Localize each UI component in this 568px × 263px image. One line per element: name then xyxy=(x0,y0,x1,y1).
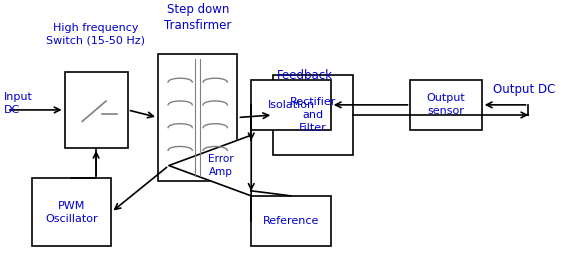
Text: Feedback: Feedback xyxy=(277,69,333,82)
FancyBboxPatch shape xyxy=(273,74,353,155)
FancyBboxPatch shape xyxy=(411,80,482,130)
Text: Reference: Reference xyxy=(263,216,319,226)
Text: Error: Error xyxy=(208,154,234,164)
FancyBboxPatch shape xyxy=(251,196,331,246)
Text: Step down
Transfirmer: Step down Transfirmer xyxy=(164,3,232,32)
Text: Amp: Amp xyxy=(209,167,233,177)
Polygon shape xyxy=(169,135,251,196)
Text: High frequency
Switch (15-50 Hz): High frequency Switch (15-50 Hz) xyxy=(47,23,145,45)
Text: Input
DC: Input DC xyxy=(4,92,33,115)
FancyBboxPatch shape xyxy=(65,72,128,148)
Text: Isolation: Isolation xyxy=(268,100,315,110)
FancyBboxPatch shape xyxy=(158,54,237,181)
Text: Output
sensor: Output sensor xyxy=(427,93,466,117)
Text: Output DC: Output DC xyxy=(493,83,555,96)
FancyBboxPatch shape xyxy=(32,178,111,246)
Text: PWM
Oscillator: PWM Oscillator xyxy=(45,201,98,224)
Text: Rectifier
and
Filter: Rectifier and Filter xyxy=(290,97,336,133)
FancyBboxPatch shape xyxy=(251,80,331,130)
